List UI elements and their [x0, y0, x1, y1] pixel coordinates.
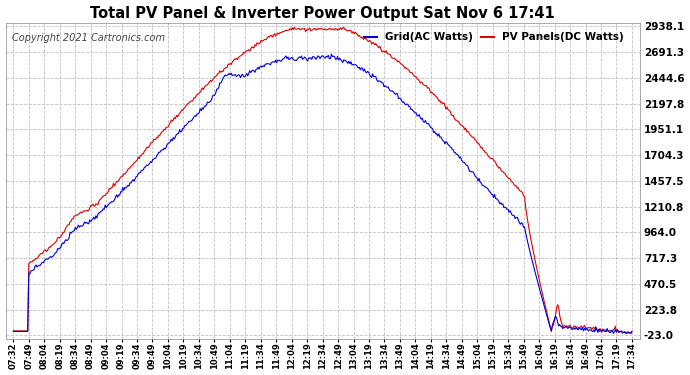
Legend: Grid(AC Watts), PV Panels(DC Watts): Grid(AC Watts), PV Panels(DC Watts): [360, 28, 628, 46]
Title: Total PV Panel & Inverter Power Output Sat Nov 6 17:41: Total PV Panel & Inverter Power Output S…: [90, 6, 555, 21]
Text: Copyright 2021 Cartronics.com: Copyright 2021 Cartronics.com: [12, 33, 165, 43]
